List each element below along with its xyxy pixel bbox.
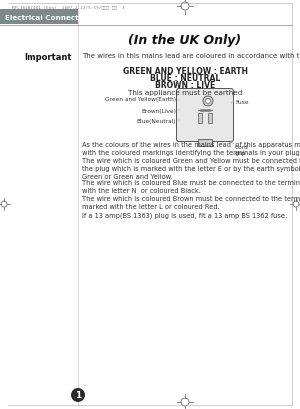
Text: Green and Yellow(Earth): Green and Yellow(Earth): [105, 96, 179, 101]
Text: Electrical Connections: Electrical Connections: [5, 14, 96, 20]
FancyBboxPatch shape: [176, 89, 233, 142]
Circle shape: [203, 97, 213, 107]
Text: BROWN : LIVE: BROWN : LIVE: [155, 81, 215, 90]
Text: As the colours of the wires in the mains lead  of this apparatus may not corresp: As the colours of the wires in the mains…: [82, 142, 300, 155]
Text: Important: Important: [25, 53, 72, 62]
Circle shape: [71, 388, 85, 402]
Text: Fuse: Fuse: [235, 99, 249, 104]
Text: Brown(Live): Brown(Live): [141, 108, 179, 113]
Text: The wire which is coloured Brown must be connected to the terminal which is
mark: The wire which is coloured Brown must be…: [82, 196, 300, 210]
Bar: [0, 10, 78, 25]
Text: This appliance must be earthed: This appliance must be earthed: [128, 90, 242, 96]
Text: BLUE : NEUTRAL: BLUE : NEUTRAL: [150, 74, 220, 83]
Text: MFL38287401 (Eng)  2007.2.23/5:59/페이지 번호  1: MFL38287401 (Eng) 2007.2.23/5:59/페이지 번호 …: [12, 6, 125, 10]
Text: GREEN AND YELLOW : EARTH: GREEN AND YELLOW : EARTH: [122, 67, 248, 76]
Bar: [198, 139, 212, 147]
Text: The wires in this mains lead are coloured in accordance with the following code : The wires in this mains lead are coloure…: [82, 53, 300, 59]
Text: 1: 1: [75, 391, 81, 400]
Text: (In the UK Only): (In the UK Only): [128, 34, 242, 47]
Bar: [198, 114, 202, 124]
Text: Cord
grip: Cord grip: [235, 145, 249, 155]
Circle shape: [206, 99, 211, 104]
Bar: [208, 114, 212, 124]
Text: Blue(Neutral): Blue(Neutral): [136, 118, 179, 123]
Text: The wire which is coloured Blue must be connected to the terminal which is marke: The wire which is coloured Blue must be …: [82, 180, 300, 194]
Text: If a 13 amp(BS 1363) plug is used, fit a 13 amp BS 1362 fuse.: If a 13 amp(BS 1363) plug is used, fit a…: [82, 212, 287, 218]
Text: The wire which is coloured Green and Yellow must be connected to the terminal in: The wire which is coloured Green and Yel…: [82, 157, 300, 180]
